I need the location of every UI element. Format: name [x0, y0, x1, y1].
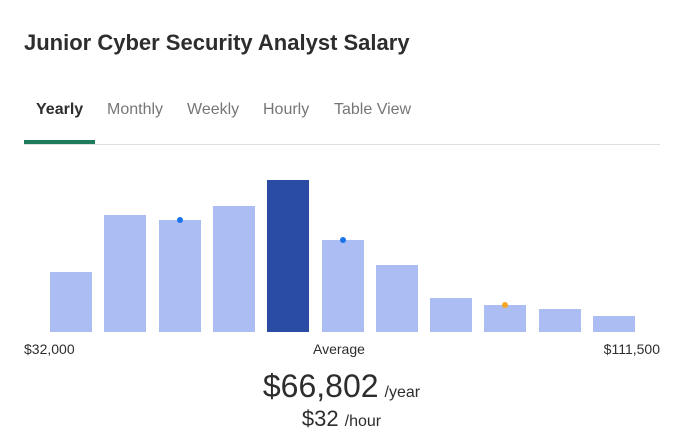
tab-monthly[interactable]: Monthly — [107, 101, 164, 118]
histogram-bar — [375, 265, 418, 332]
histogram-bar — [104, 215, 147, 332]
page-title: Junior Cyber Security Analyst Salary — [24, 30, 410, 55]
histogram-bar — [267, 180, 310, 332]
average-yearly-salary: $66,802/year — [0, 368, 683, 405]
active-tab-indicator — [24, 140, 95, 144]
histogram-marker-dot — [339, 237, 346, 243]
histogram-bar — [50, 272, 92, 332]
histogram-bar — [212, 206, 255, 332]
average-hourly-salary: $32/hour — [0, 406, 683, 432]
hourly-salary-value: $32 — [301, 406, 339, 431]
histogram-bar — [158, 220, 201, 332]
salary-period-tabs: Yearly Monthly Weekly Hourly Table View — [24, 96, 660, 145]
yearly-salary-value: $66,802 — [262, 368, 379, 404]
histogram-bar — [321, 240, 364, 332]
histogram-marker-dot — [502, 302, 509, 308]
yearly-unit: /year — [384, 384, 421, 401]
tab-yearly[interactable]: Yearly — [36, 101, 84, 118]
histogram-bar — [484, 305, 527, 332]
x-min-label: $32,000 — [24, 341, 75, 357]
histogram-marker-dot — [176, 217, 183, 223]
x-average-label: Average — [313, 341, 365, 357]
histogram-bar — [593, 316, 635, 332]
tab-hourly[interactable]: Hourly — [263, 101, 310, 118]
histogram-bar — [538, 309, 581, 332]
histogram-bar — [430, 298, 473, 332]
x-max-label: $111,500 — [603, 341, 660, 357]
tab-table-view[interactable]: Table View — [334, 101, 412, 118]
hourly-unit: /hour — [344, 413, 382, 430]
tab-weekly[interactable]: Weekly — [187, 101, 240, 118]
